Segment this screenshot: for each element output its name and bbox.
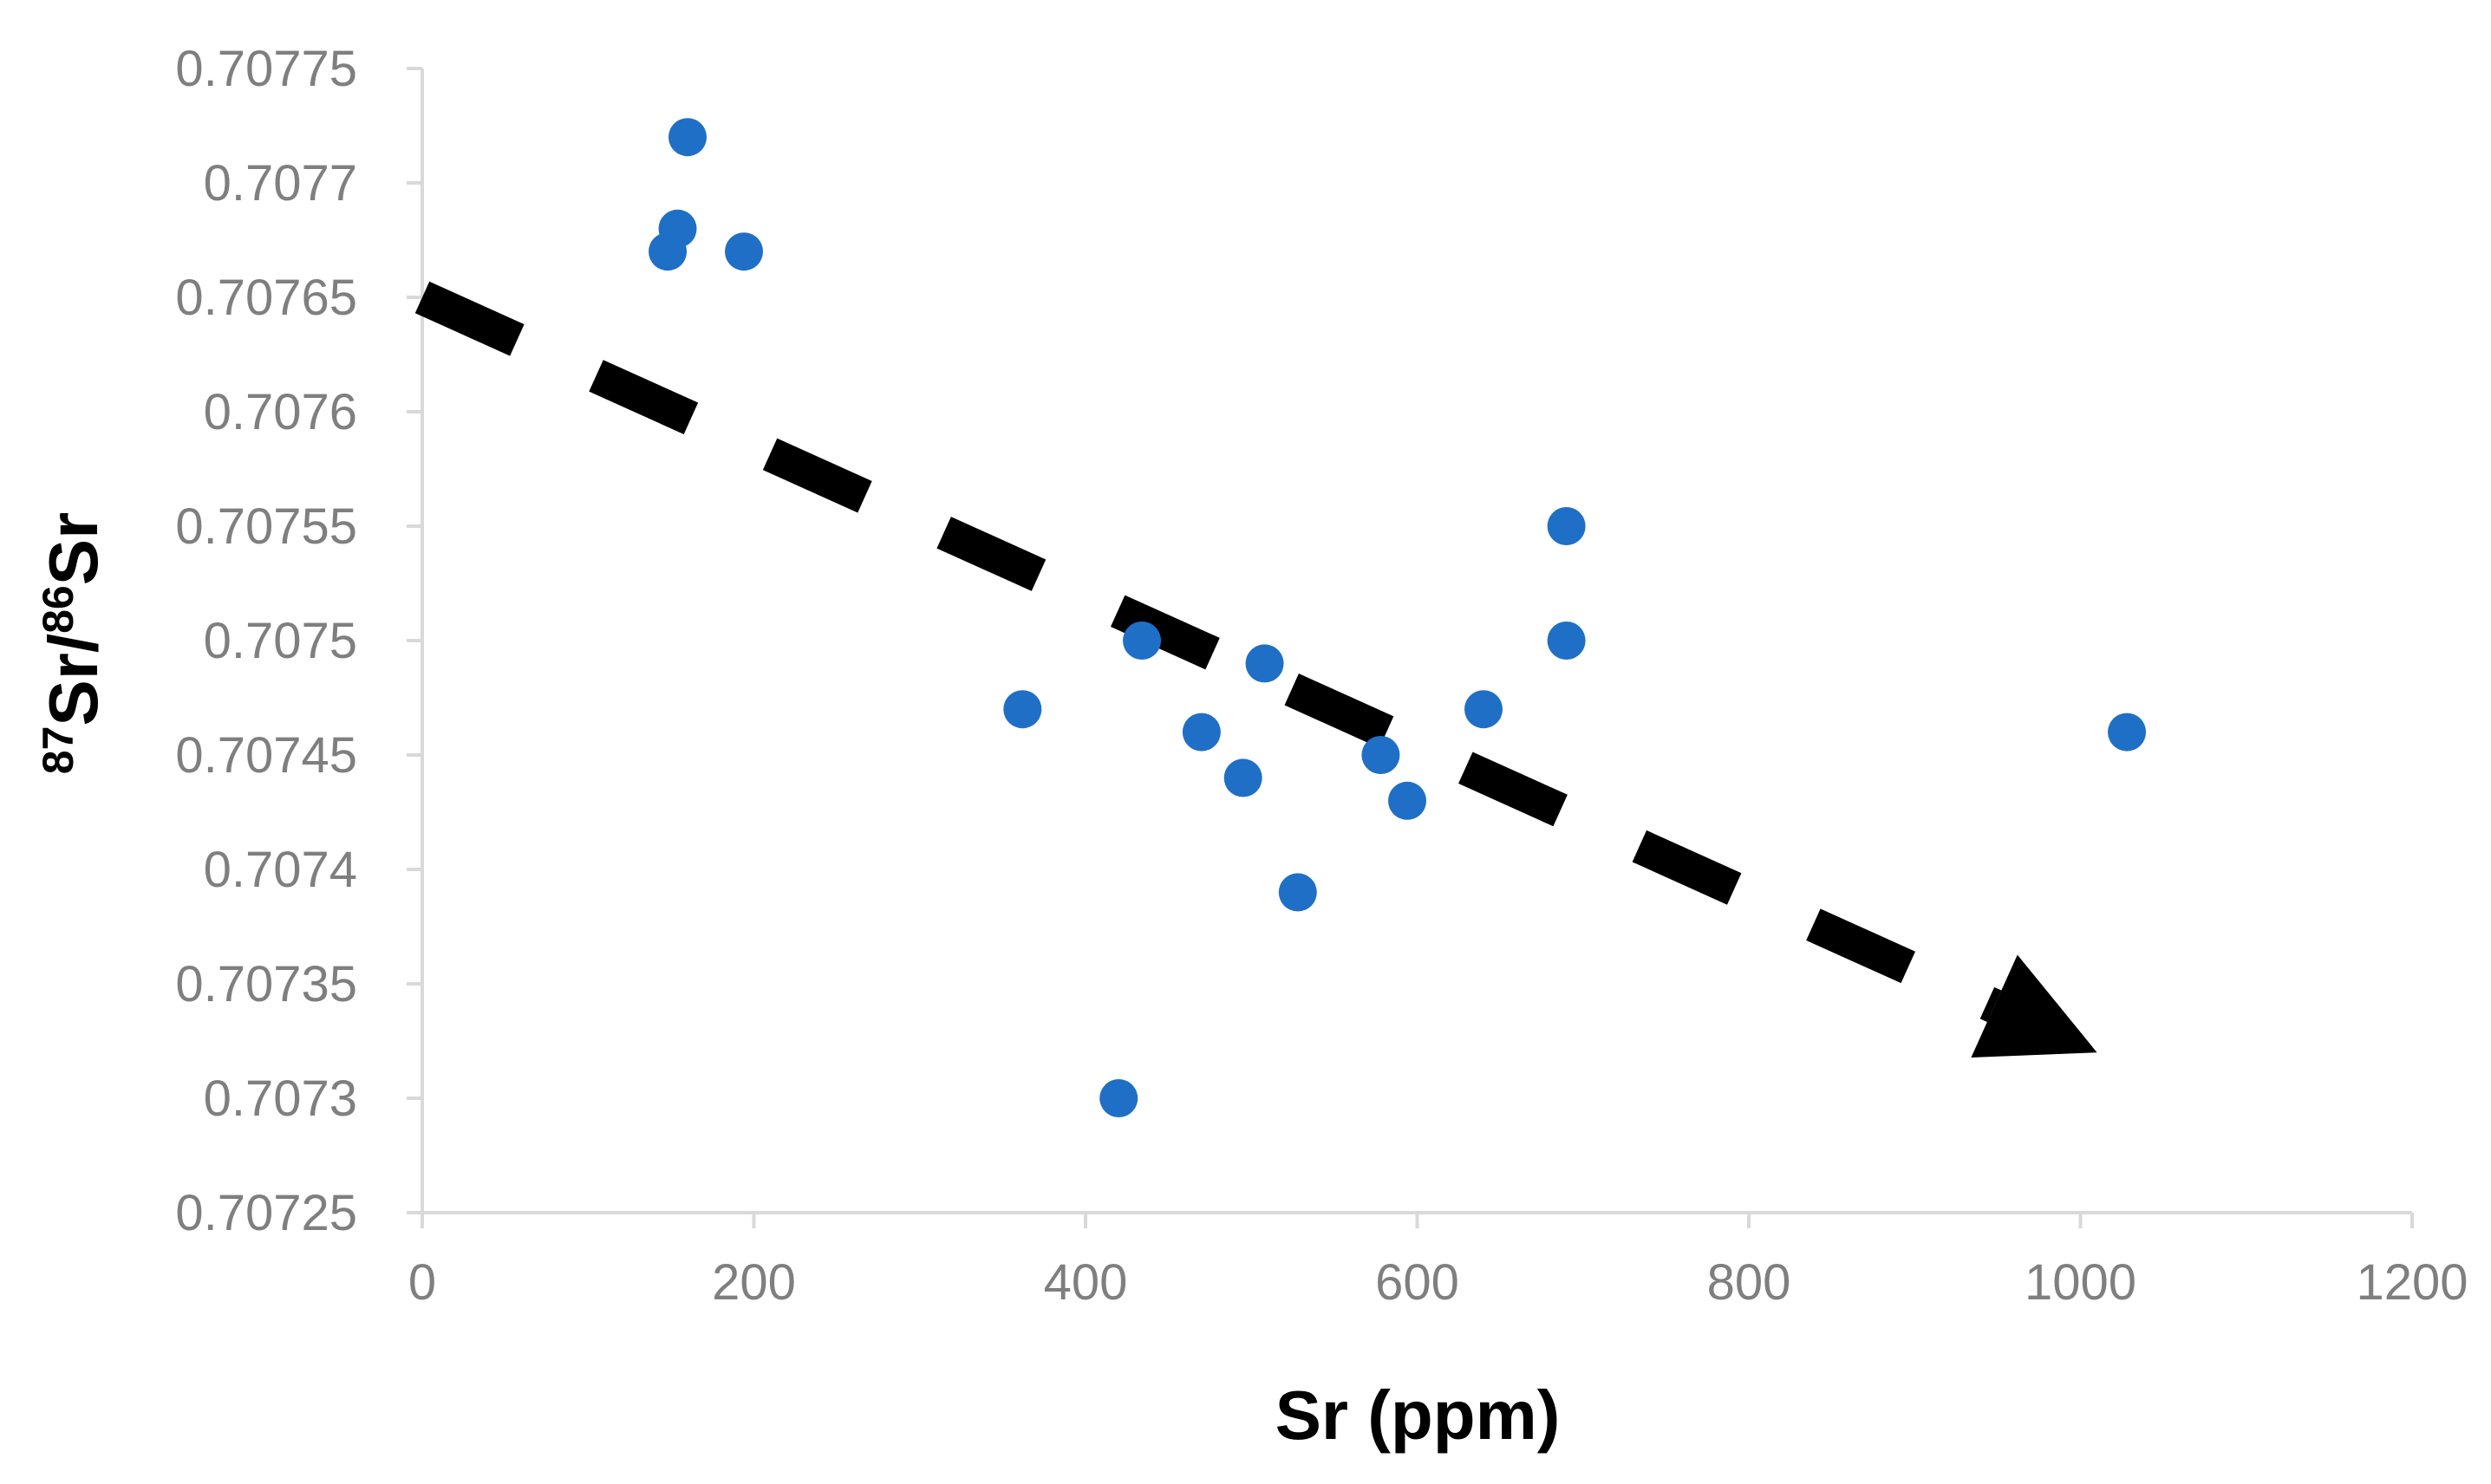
y-tick-label: 0.70735 bbox=[175, 956, 357, 1012]
data-point bbox=[1388, 781, 1427, 820]
y-tick-label: 0.7077 bbox=[204, 155, 357, 212]
trend-arrow-shaft bbox=[414, 281, 2002, 1022]
data-point bbox=[1099, 1079, 1138, 1117]
y-tick-label: 0.7073 bbox=[204, 1071, 357, 1127]
data-points bbox=[649, 118, 2147, 1117]
data-point bbox=[649, 232, 688, 271]
x-tick-label: 200 bbox=[712, 1254, 796, 1311]
trend-arrow bbox=[414, 281, 2097, 1058]
y-tick-label: 0.70765 bbox=[175, 270, 357, 326]
y-tick-label: 0.7074 bbox=[204, 842, 357, 898]
x-axis-title: Sr (ppm) bbox=[1275, 1377, 1561, 1454]
y-tick-label: 0.7076 bbox=[204, 384, 357, 440]
y-tick-label: 0.70745 bbox=[175, 727, 357, 784]
y-tick-label: 0.70725 bbox=[175, 1185, 357, 1241]
data-point bbox=[668, 118, 707, 157]
data-point bbox=[1182, 713, 1221, 752]
data-point bbox=[1547, 622, 1586, 660]
y-tick-label: 0.70755 bbox=[175, 498, 357, 555]
x-tick-label: 800 bbox=[1707, 1254, 1791, 1311]
data-point bbox=[1547, 507, 1586, 545]
data-point bbox=[1361, 736, 1400, 774]
data-point bbox=[1245, 644, 1284, 683]
data-point bbox=[1464, 690, 1503, 729]
y-axis-title: 87Sr/86Sr bbox=[34, 512, 112, 774]
y-tick-labels: 0.70725 0.7073 0.70735 0.7074 0.70745 0.7075 0… bbox=[175, 41, 357, 1241]
x-tick-label: 1200 bbox=[2356, 1254, 2468, 1311]
trend-arrow-head bbox=[1971, 954, 2097, 1058]
x-tick-label: 400 bbox=[1044, 1254, 1128, 1311]
data-point bbox=[725, 232, 764, 271]
y-axis-title-part1: Sr/ bbox=[35, 634, 112, 726]
y-tick-label: 0.7075 bbox=[204, 613, 357, 669]
x-tick-label: 1000 bbox=[2025, 1254, 2136, 1311]
x-tick-labels: 0 200 400 600 800 1000 1200 bbox=[408, 1254, 2468, 1311]
data-point bbox=[2108, 713, 2147, 752]
y-axis-title-sup2: 86 bbox=[34, 585, 82, 634]
y-axis-title-part2: Sr bbox=[35, 512, 112, 586]
y-tick-label: 0.70775 bbox=[175, 41, 357, 97]
axes bbox=[407, 67, 2414, 1228]
data-point bbox=[1123, 622, 1162, 660]
data-point bbox=[1278, 873, 1317, 912]
x-tick-label: 0 bbox=[408, 1254, 436, 1311]
data-point bbox=[1003, 690, 1042, 729]
y-axis-title-sup1: 87 bbox=[34, 726, 82, 775]
data-point bbox=[1223, 758, 1262, 797]
x-tick-label: 600 bbox=[1375, 1254, 1459, 1311]
